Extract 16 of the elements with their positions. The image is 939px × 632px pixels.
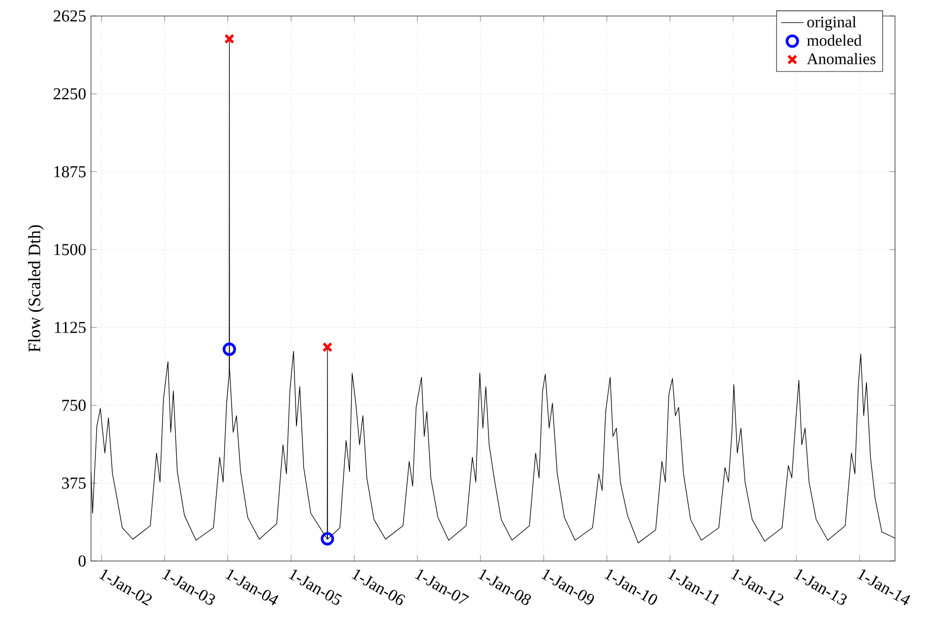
y-tick-label: 2250 — [54, 88, 86, 100]
point — [320, 532, 334, 546]
legend-label: modeled — [807, 34, 862, 46]
y-tick-label: 1500 — [54, 244, 86, 256]
legend-label: original — [807, 16, 856, 31]
point — [224, 34, 234, 44]
legend-label: Anomalies — [806, 53, 876, 64]
point — [222, 342, 236, 356]
y-tick-label: 1125 — [55, 322, 86, 334]
y-axis-title: Flow (Scaled Dth) — [28, 225, 44, 352]
y-tick-label: 1875 — [54, 166, 86, 178]
y-tick-label: 750 — [62, 400, 86, 411]
y-tick-label: 2625 — [54, 10, 86, 22]
y-tick-label: 375 — [62, 478, 86, 489]
point — [322, 342, 333, 352]
y-tick-label: 0 — [78, 555, 86, 567]
